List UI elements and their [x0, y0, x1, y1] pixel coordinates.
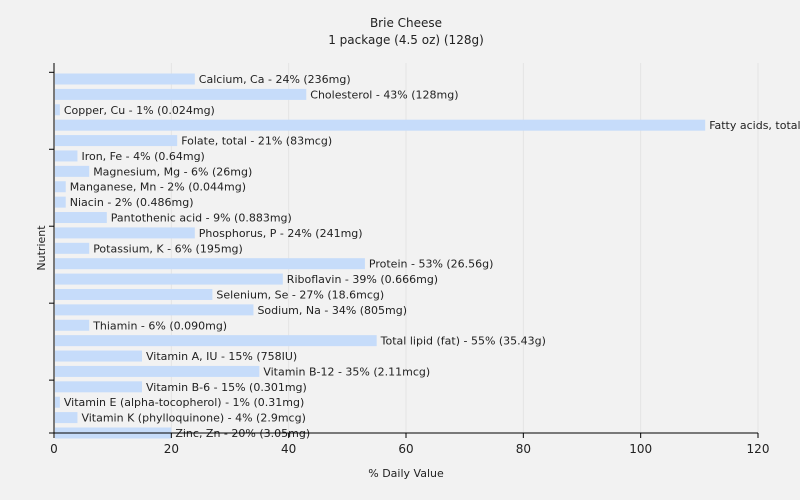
- axes: 0 20 40 60 80 100 120: [49, 63, 769, 456]
- bars: Calcium, Ca - 24% (236mg) Cholesterol - 4…: [55, 73, 800, 440]
- bar-label-22: Vitamin E (alpha-tocopherol) - 1% (0.31m…: [64, 396, 304, 409]
- x-tick-label-120: 120: [747, 442, 770, 456]
- y-axis-label: Nutrient: [35, 225, 48, 271]
- bar-9: [55, 196, 66, 208]
- grid: [170, 63, 759, 433]
- bar-label-2: Cholesterol - 43% (128mg): [310, 88, 458, 101]
- bar-label-13: Protein - 53% (26.56g): [369, 258, 494, 271]
- bar-label-3: Copper, Cu - 1% (0.024mg): [64, 104, 215, 117]
- x-tick-label-80: 80: [516, 442, 531, 456]
- x-tick-label-40: 40: [281, 442, 296, 456]
- bar-1: [55, 73, 195, 85]
- bar-6: [55, 150, 78, 162]
- bar-label-19: Vitamin A, IU - 15% (758IU): [146, 350, 297, 363]
- bar-10: [55, 212, 107, 224]
- bar-7: [55, 165, 90, 177]
- x-tick-label-0: 0: [50, 442, 58, 456]
- bar-label-6: Iron, Fe - 4% (0.64mg): [81, 150, 204, 163]
- bar-label-12: Potassium, K - 6% (195mg): [93, 242, 243, 255]
- bar-label-4: Fatty acids, total saturated - 111% (22.…: [709, 119, 800, 132]
- bar-17: [55, 319, 90, 331]
- bar-3: [55, 104, 60, 116]
- x-axis-label: % Daily Value: [368, 467, 444, 480]
- bar-label-21: Vitamin B-6 - 15% (0.301mg): [146, 381, 307, 394]
- bar-20: [55, 365, 260, 377]
- bar-label-14: Riboflavin - 39% (0.666mg): [287, 273, 438, 286]
- chart-title: Brie Cheese: [370, 16, 442, 30]
- bar-22: [55, 396, 60, 408]
- chart-subtitle: 1 package (4.5 oz) (128g): [328, 33, 484, 47]
- bar-23: [55, 412, 78, 424]
- x-tick-label-60: 60: [398, 442, 413, 456]
- bar-12: [55, 242, 90, 254]
- bar-label-15: Selenium, Se - 27% (18.6mcg): [216, 288, 384, 301]
- bar-5: [55, 135, 178, 147]
- bar-label-7: Magnesium, Mg - 6% (26mg): [93, 165, 252, 178]
- bar-18: [55, 335, 377, 347]
- bar-label-11: Phosphorus, P - 24% (241mg): [199, 227, 363, 240]
- bar-label-16: Sodium, Na - 34% (805mg): [257, 304, 407, 317]
- bar-label-23: Vitamin K (phylloquinone) - 4% (2.9mcg): [81, 412, 305, 425]
- x-tick-label-100: 100: [629, 442, 652, 456]
- bar-15: [55, 288, 213, 300]
- bar-19: [55, 350, 142, 362]
- bar-4: [55, 119, 706, 131]
- bar-label-8: Manganese, Mn - 2% (0.044mg): [70, 181, 246, 194]
- bar-14: [55, 273, 283, 285]
- bar-13: [55, 258, 365, 270]
- bar-21: [55, 381, 142, 393]
- bar-label-20: Vitamin B-12 - 35% (2.11mcg): [263, 365, 430, 378]
- bar-label-10: Pantothenic acid - 9% (0.883mg): [111, 212, 292, 225]
- bar-label-18: Total lipid (fat) - 55% (35.43g): [380, 335, 546, 348]
- bar-label-17: Thiamin - 6% (0.090mg): [92, 319, 227, 332]
- bar-11: [55, 227, 195, 239]
- x-tick-label-20: 20: [164, 442, 179, 456]
- bar-2: [55, 88, 307, 100]
- bar-label-1: Calcium, Ca - 24% (236mg): [199, 73, 351, 86]
- bar-8: [55, 181, 66, 193]
- bar-16: [55, 304, 254, 316]
- bar-label-9: Niacin - 2% (0.486mg): [70, 196, 194, 209]
- bar-label-5: Folate, total - 21% (83mcg): [181, 135, 332, 148]
